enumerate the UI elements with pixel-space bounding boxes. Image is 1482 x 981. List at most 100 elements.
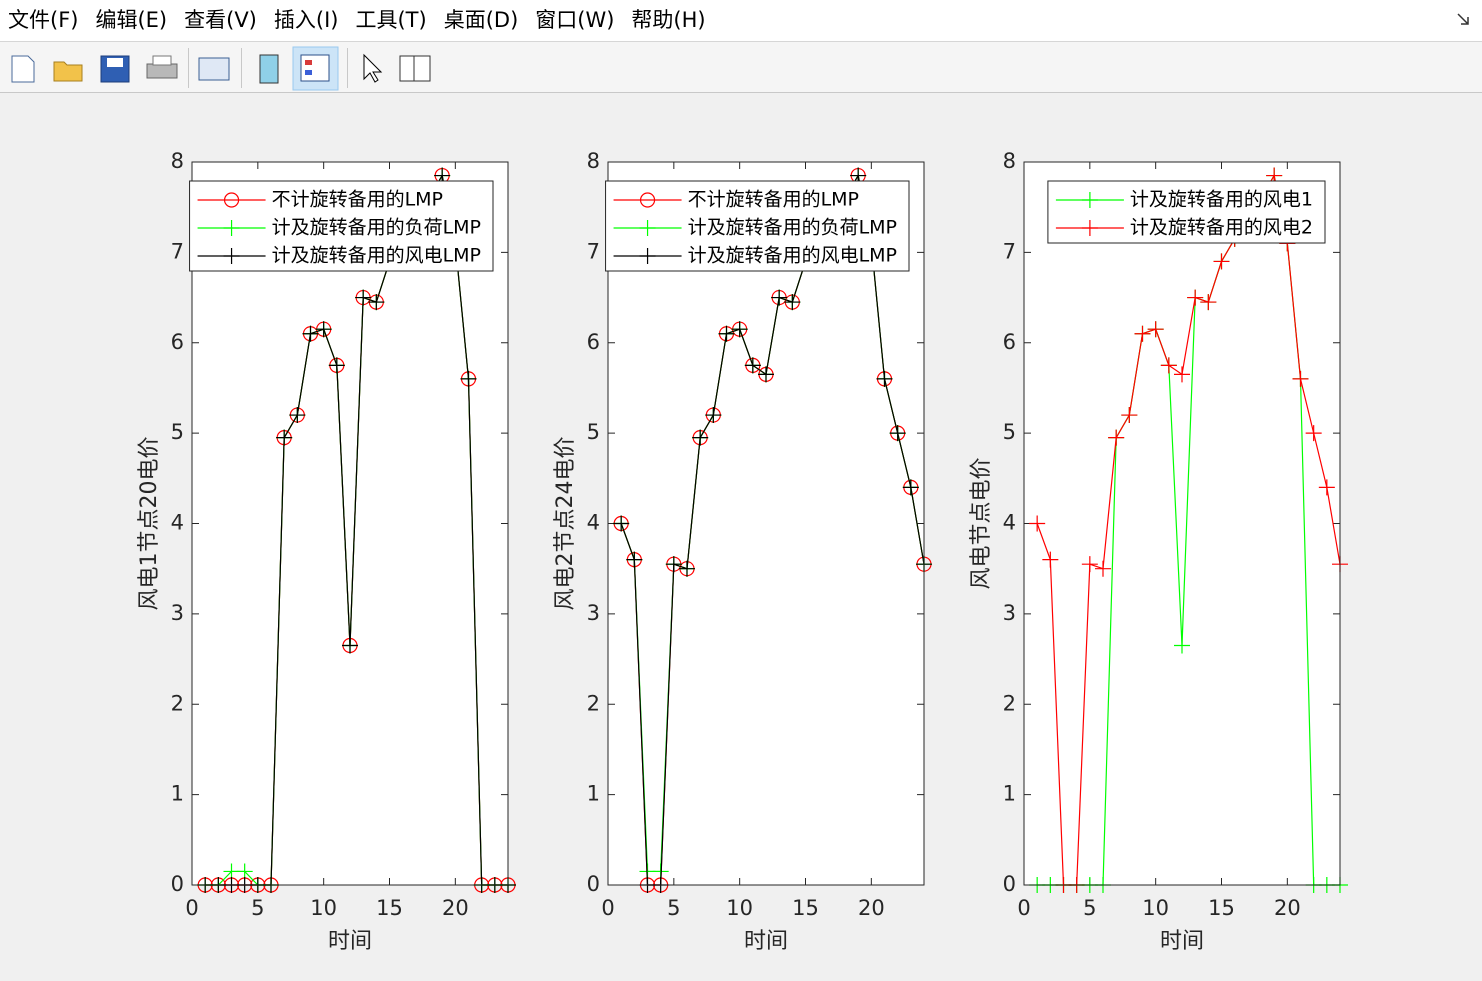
- y-tick-label: 8: [171, 149, 184, 173]
- marker: [1213, 253, 1230, 270]
- axes: 0 1 2 3 4 5 6 7 8 0 5 10 15 20 时间 风电1节点20电价 不计旋转备用的LMP 计及…: [137, 149, 516, 954]
- legend-icon-swatch: [305, 60, 312, 65]
- marker: [705, 407, 722, 424]
- menu-item[interactable]: 工具(T): [355, 8, 426, 32]
- y-axis-label: 风电1节点20电价: [137, 437, 162, 611]
- y-tick-label: 4: [1003, 511, 1016, 535]
- marker: [626, 551, 643, 568]
- x-tick-label: 0: [1017, 896, 1030, 920]
- marker: [758, 366, 774, 383]
- legend-icon[interactable]: [300, 54, 330, 82]
- menu-item[interactable]: 文件(F): [8, 8, 78, 32]
- legend-marker: [223, 248, 240, 264]
- legend-icon-swatch: [305, 70, 312, 75]
- x-tick-label: 10: [726, 896, 753, 920]
- marker: [1174, 366, 1190, 383]
- colorbar-icon[interactable]: [259, 54, 279, 84]
- pointer-icon[interactable]: [363, 53, 383, 83]
- save-icon-label: [107, 58, 123, 67]
- y-tick-label: 5: [171, 420, 184, 444]
- x-tick-label: 20: [442, 896, 469, 920]
- y-tick-label: 3: [1003, 601, 1016, 625]
- marker: [1042, 551, 1059, 568]
- marker: [368, 294, 385, 311]
- y-tick-label: 6: [1003, 330, 1016, 354]
- legend-label: 计及旋转备用的风电2: [1130, 217, 1313, 239]
- y-tick-label: 0: [587, 872, 600, 896]
- y-tick-label: 3: [587, 601, 600, 625]
- legend-label: 计及旋转备用的风电LMP: [688, 245, 897, 267]
- x-tick-label: 0: [185, 896, 198, 920]
- new-icon[interactable]: [11, 55, 35, 83]
- x-tick-label: 10: [310, 896, 337, 920]
- marker: [692, 429, 709, 446]
- y-tick-label: 0: [171, 872, 184, 896]
- y-tick-label: 1: [1003, 782, 1016, 806]
- legend-marker: [639, 248, 656, 264]
- menu-item[interactable]: 帮助(H): [631, 8, 705, 32]
- legend-label: 不计旋转备用的LMP: [688, 189, 859, 211]
- marker: [731, 321, 748, 338]
- menu-item[interactable]: 插入(I): [274, 8, 339, 32]
- link-icon[interactable]: [198, 57, 230, 81]
- marker: [276, 429, 293, 446]
- x-tick-label: 20: [858, 896, 885, 920]
- marker: [236, 863, 253, 880]
- marker: [1187, 289, 1204, 306]
- y-tick-label: 8: [1003, 149, 1016, 173]
- x-tick-label: 0: [601, 896, 614, 920]
- y-tick-label: 1: [171, 782, 184, 806]
- marker: [889, 425, 906, 442]
- series-line: [1036, 173, 1341, 886]
- y-tick-label: 3: [171, 601, 184, 625]
- menu-item[interactable]: 窗口(W): [535, 8, 614, 32]
- open-icon[interactable]: [53, 61, 83, 82]
- menu-item[interactable]: 编辑(E): [95, 8, 167, 32]
- property-icon[interactable]: [399, 55, 431, 82]
- axes-box: [191, 161, 509, 886]
- marker: [718, 325, 735, 342]
- y-axis-label: 风电节点电价: [969, 457, 994, 589]
- marker: [1108, 429, 1125, 446]
- marker: [1081, 556, 1098, 573]
- marker: [1134, 325, 1151, 342]
- y-tick-label: 5: [587, 420, 600, 444]
- legend-marker: [1081, 192, 1098, 208]
- marker: [315, 321, 332, 338]
- marker: [1200, 294, 1217, 311]
- y-tick-label: 8: [587, 149, 600, 173]
- legend-marker: [223, 192, 240, 208]
- toolbar-icons: [11, 46, 431, 91]
- y-tick-label: 7: [171, 239, 184, 263]
- legend: 不计旋转备用的LMP 计及旋转备用的负荷LMP 计及旋转备用的风电LMP: [605, 180, 910, 272]
- marker: [1174, 637, 1190, 654]
- dock-icon[interactable]: [1457, 13, 1469, 25]
- y-tick-label: 6: [171, 330, 184, 354]
- menu-bar: [0, 0, 1482, 41]
- marker: [460, 370, 477, 387]
- marker: [1292, 370, 1309, 387]
- legend-label: 不计旋转备用的LMP: [272, 189, 443, 211]
- legend-box: [1047, 180, 1326, 244]
- marker: [744, 357, 761, 374]
- y-axis-label: 风电2节点24电价: [553, 437, 578, 611]
- y-tick-label: 2: [1003, 691, 1016, 715]
- y-tick-label: 1: [587, 782, 600, 806]
- x-axis-label: 时间: [1160, 929, 1204, 954]
- marker: [342, 637, 358, 654]
- marker: [679, 560, 695, 577]
- plot-area: [608, 162, 924, 885]
- marker: [1318, 479, 1335, 496]
- print-icon[interactable]: [146, 63, 178, 79]
- menu-item[interactable]: 查看(V): [184, 8, 257, 32]
- marker: [1160, 357, 1177, 374]
- plot-area: [192, 162, 508, 885]
- legend-marker: [223, 220, 240, 236]
- marker: [355, 289, 372, 306]
- marker: [1305, 425, 1322, 442]
- menu-item[interactable]: 桌面(D): [444, 8, 519, 32]
- marker: [289, 407, 306, 424]
- marker: [876, 370, 893, 387]
- legend-label: 计及旋转备用的负荷LMP: [272, 217, 481, 239]
